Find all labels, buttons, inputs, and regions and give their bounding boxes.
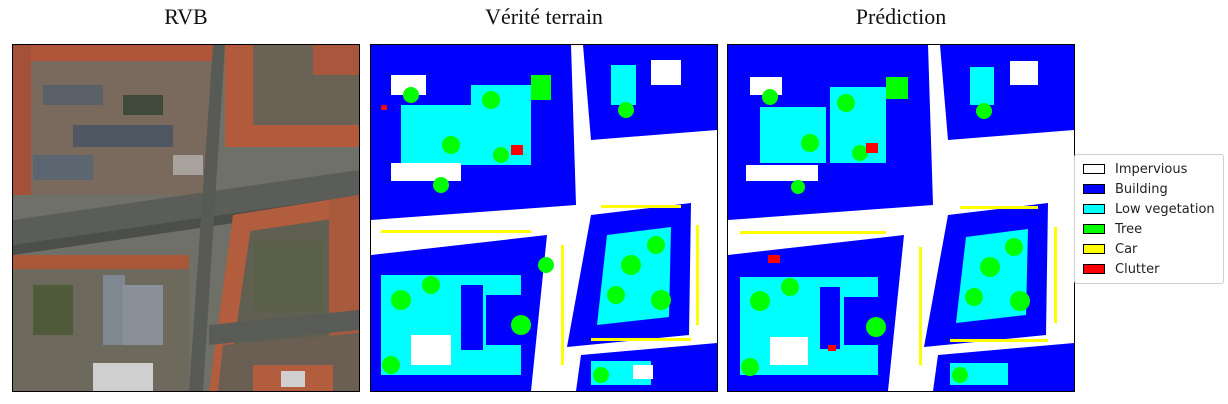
- panel-title-ground-truth: Vérité terrain: [485, 4, 603, 29]
- legend-label-tree: Tree: [1115, 221, 1143, 237]
- legend-label-clutter: Clutter: [1115, 261, 1160, 277]
- legend-swatch-car: [1083, 244, 1105, 254]
- legend-item-clutter: Clutter: [1083, 259, 1159, 279]
- legend-label-low-vegetation: Low vegetation: [1115, 201, 1215, 217]
- panel-title-rgb: RVB: [164, 4, 208, 29]
- legend-item-building: Building: [1083, 179, 1168, 199]
- legend-label-car: Car: [1115, 241, 1138, 257]
- prediction-map: [727, 44, 1075, 392]
- legend-swatch-low-vegetation: [1083, 204, 1105, 214]
- panel-title-prediction: Prédiction: [855, 4, 947, 29]
- legend-item-low-vegetation: Low vegetation: [1083, 199, 1215, 219]
- legend-item-impervious: Impervious: [1083, 159, 1187, 179]
- prediction-segmentation: [728, 45, 1074, 391]
- ground-truth-segmentation: [371, 45, 717, 391]
- legend-label-building: Building: [1115, 181, 1168, 197]
- panel-prediction: Prédiction: [727, 0, 1075, 404]
- rgb-image: [12, 44, 360, 392]
- panel-ground-truth: Vérité terrain: [370, 0, 718, 404]
- legend-swatch-impervious: [1083, 164, 1105, 174]
- legend-swatch-building: [1083, 184, 1105, 194]
- legend-label-impervious: Impervious: [1115, 161, 1188, 177]
- legend-swatch-tree: [1083, 224, 1105, 234]
- legend-item-car: Car: [1083, 239, 1137, 259]
- rgb-aerial-photo: [13, 45, 359, 391]
- panel-rgb: RVB: [12, 0, 360, 404]
- legend-item-tree: Tree: [1083, 219, 1142, 239]
- ground-truth-map: [370, 44, 718, 392]
- legend: Impervious Building Low vegetation Tree …: [1074, 154, 1224, 284]
- legend-swatch-clutter: [1083, 264, 1105, 274]
